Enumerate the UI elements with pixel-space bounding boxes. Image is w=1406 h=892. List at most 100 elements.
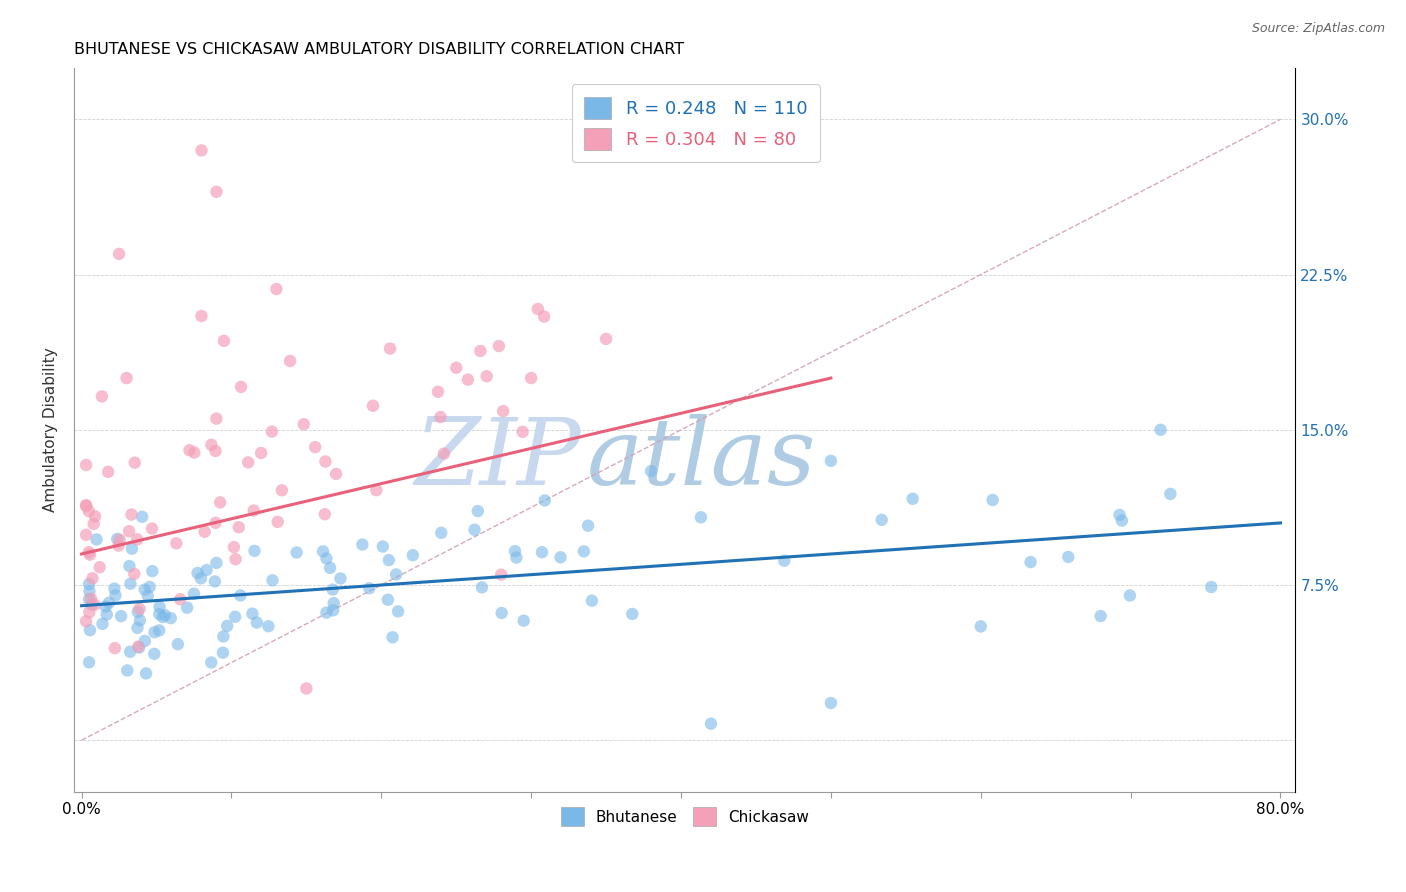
Point	[246, 615, 269, 630]
Point	[243, 544, 266, 558]
Text: ZIP: ZIP	[415, 414, 581, 504]
Point	[127, 621, 149, 635]
Point	[124, 456, 146, 470]
Point	[1057, 549, 1080, 564]
Point	[322, 596, 344, 610]
Point	[120, 576, 142, 591]
Point	[314, 507, 336, 521]
Point	[371, 540, 394, 554]
Point	[322, 582, 344, 597]
Point	[91, 616, 114, 631]
Point	[141, 522, 163, 536]
Point	[700, 716, 723, 731]
Point	[118, 524, 141, 539]
Point	[312, 544, 335, 558]
Point	[105, 532, 128, 546]
Point	[97, 465, 120, 479]
Point	[200, 438, 222, 452]
Point	[75, 498, 97, 512]
Point	[194, 524, 217, 539]
Point	[433, 447, 456, 461]
Point	[527, 301, 550, 316]
Point	[134, 634, 156, 648]
Point	[512, 614, 534, 628]
Point	[295, 681, 318, 696]
Point	[183, 587, 205, 601]
Point	[329, 571, 352, 585]
Point	[75, 528, 97, 542]
Point	[124, 566, 146, 581]
Point	[166, 637, 188, 651]
Point	[212, 646, 235, 660]
Point	[120, 645, 142, 659]
Point	[378, 553, 401, 567]
Point	[153, 608, 176, 623]
Point	[520, 371, 543, 385]
Point	[91, 389, 114, 403]
Legend: Bhutanese, Chickasaw: Bhutanese, Chickasaw	[551, 798, 818, 835]
Point	[257, 619, 280, 633]
Point	[492, 404, 515, 418]
Point	[267, 515, 290, 529]
Point	[190, 571, 212, 585]
Point	[489, 567, 512, 582]
Point	[75, 499, 97, 513]
Point	[148, 599, 170, 614]
Point	[187, 566, 209, 580]
Point	[183, 445, 205, 459]
Point	[138, 580, 160, 594]
Point	[134, 582, 156, 597]
Point	[108, 247, 131, 261]
Point	[243, 503, 266, 517]
Point	[229, 380, 252, 394]
Point	[110, 609, 132, 624]
Point	[169, 592, 191, 607]
Point	[205, 185, 228, 199]
Point	[79, 605, 101, 619]
Point	[127, 640, 149, 654]
Point	[270, 483, 292, 498]
Point	[89, 560, 111, 574]
Point	[82, 571, 104, 585]
Point	[378, 342, 401, 356]
Point	[1119, 589, 1142, 603]
Point	[1019, 555, 1042, 569]
Point	[1199, 580, 1222, 594]
Point	[314, 454, 336, 468]
Point	[204, 516, 226, 530]
Point	[430, 525, 453, 540]
Point	[79, 623, 101, 637]
Point	[148, 607, 170, 622]
Point	[79, 584, 101, 599]
Point	[83, 598, 105, 612]
Point	[488, 339, 510, 353]
Point	[260, 425, 283, 439]
Point	[361, 399, 384, 413]
Point	[471, 580, 494, 594]
Point	[464, 523, 486, 537]
Point	[1159, 487, 1181, 501]
Point	[503, 544, 526, 558]
Point	[80, 591, 103, 606]
Point	[143, 647, 166, 661]
Point	[262, 574, 284, 588]
Point	[212, 334, 235, 348]
Point	[981, 493, 1004, 508]
Point	[319, 561, 342, 575]
Point	[128, 640, 150, 655]
Point	[444, 360, 467, 375]
Point	[107, 539, 129, 553]
Point	[1090, 609, 1112, 624]
Point	[773, 554, 796, 568]
Point	[204, 444, 226, 458]
Point	[470, 343, 492, 358]
Point	[77, 545, 100, 559]
Point	[512, 425, 534, 439]
Point	[120, 508, 142, 522]
Point	[533, 310, 555, 324]
Point	[238, 455, 260, 469]
Point	[176, 600, 198, 615]
Point	[304, 440, 326, 454]
Point	[387, 604, 409, 618]
Point	[205, 411, 228, 425]
